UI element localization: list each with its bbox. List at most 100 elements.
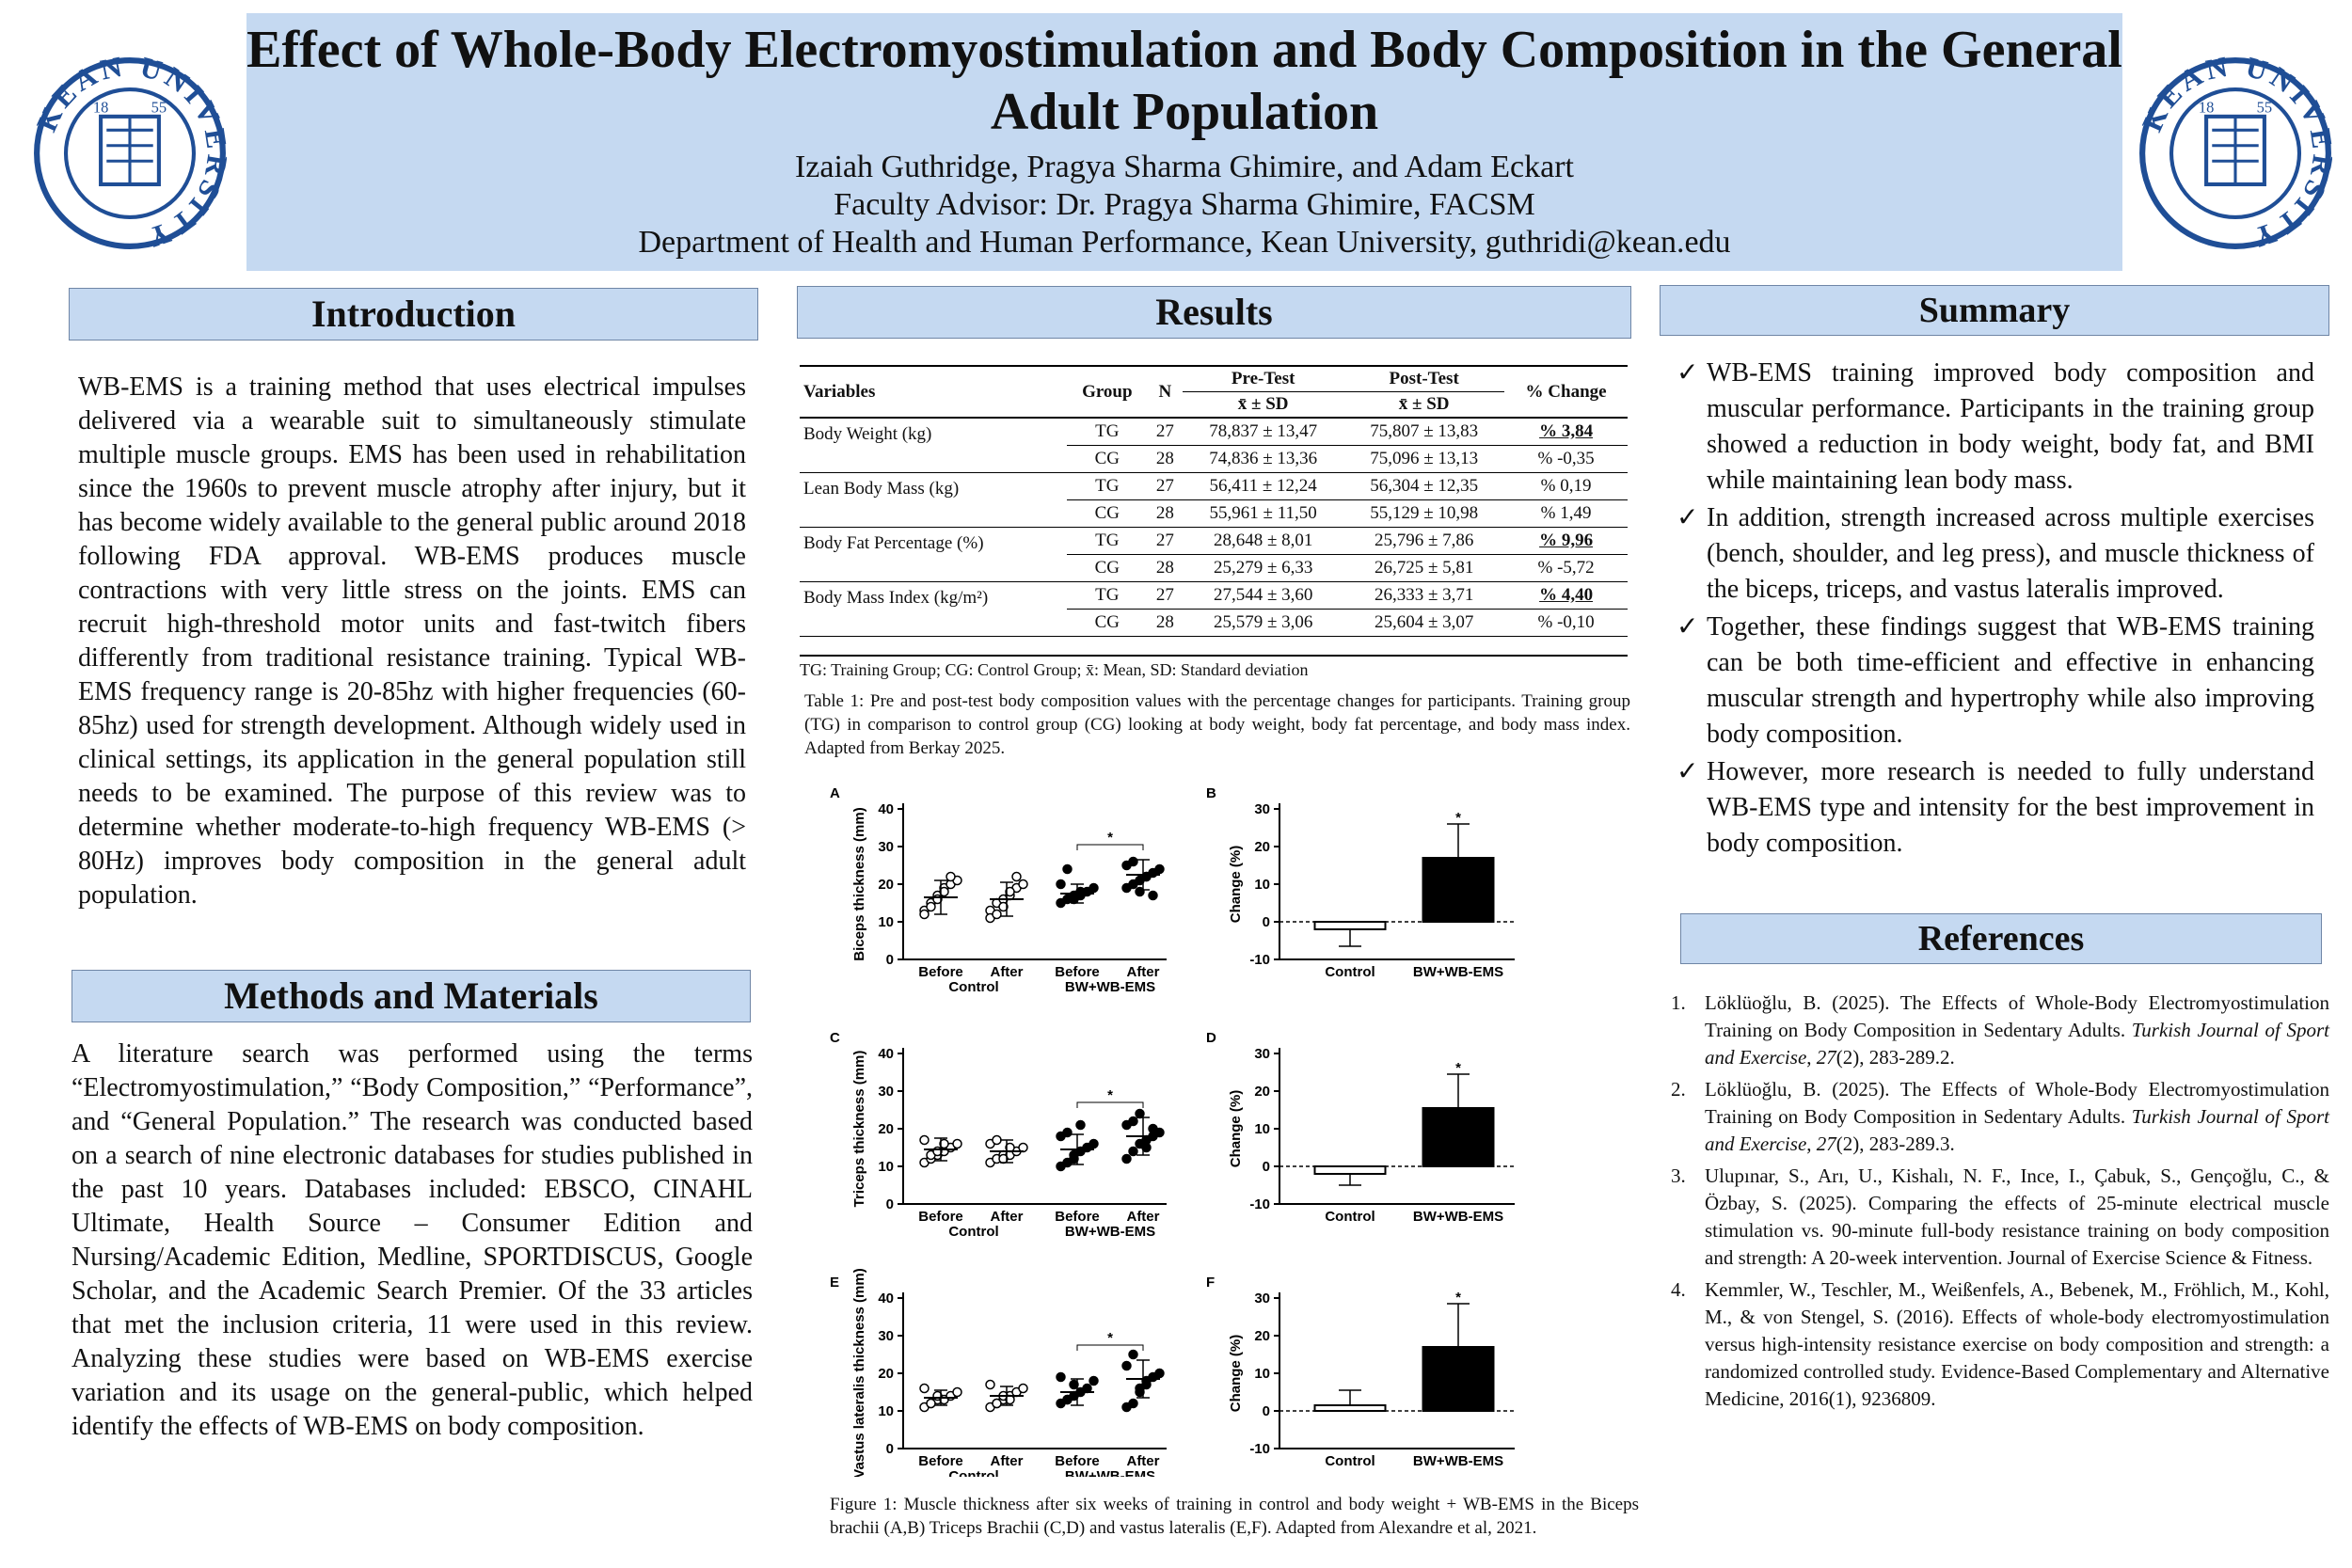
table-row: CG 28 74,836 ± 13,36 75,096 ± 13,13 % -0,35 xyxy=(800,446,1628,473)
cell-change: % 9,96 xyxy=(1504,527,1628,555)
cell-n: 28 xyxy=(1155,612,1174,632)
data-point xyxy=(1005,886,1015,897)
x-tick-label: Before xyxy=(918,964,963,980)
y-tick-label: -10 xyxy=(1249,1441,1270,1457)
reference-text: Turkish Journal of Sport and Exercise xyxy=(1705,1105,2329,1155)
y-tick-label: 10 xyxy=(878,1403,894,1419)
summary-item: ✓ However, more research is needed to ful… xyxy=(1675,754,2314,862)
data-point xyxy=(1018,879,1028,890)
group-label: BW+WB-EMS xyxy=(1065,979,1155,995)
significance-bracket xyxy=(1076,1344,1144,1351)
cell-pre: 27,544 ± 3,60 xyxy=(1183,581,1344,610)
y-tick-label: 20 xyxy=(878,877,894,893)
data-point xyxy=(1056,1371,1066,1383)
y-tick-label: 20 xyxy=(878,1121,894,1137)
table-row: CG 28 25,579 ± 3,06 25,604 ± 3,07 % -0,10 xyxy=(800,610,1628,637)
y-tick-label: 10 xyxy=(1254,1121,1270,1137)
cell-variable xyxy=(800,555,1067,582)
y-tick-label: 20 xyxy=(1254,839,1270,855)
results-table-body: Body Weight (kg) TG 27 78,837 ± 13,47 75,807… xyxy=(800,418,1628,637)
reference-text: , xyxy=(1806,1132,1817,1155)
y-tick-label: 30 xyxy=(1254,801,1270,817)
data-point xyxy=(1075,1119,1086,1131)
y-tick-label: 0 xyxy=(1263,1403,1270,1419)
y-axis-label: Biceps thickness (mm) xyxy=(851,807,867,960)
table-row: Body Weight (kg) TG 27 78,837 ± 13,47 75,807… xyxy=(800,418,1628,446)
chart-panel-d: D -10 0 10 20 30 Change (%) Control BW+WB-EMS * xyxy=(1206,1030,1515,1225)
table-row: Body Mass Index (kg/m²) TG 27 27,544 ± 3,60… xyxy=(800,581,1628,610)
data-point xyxy=(919,1383,930,1394)
checkmark-icon: ✓ xyxy=(1677,503,1699,532)
y-axis-label: Vastus lateralis thickness (mm) xyxy=(851,1268,867,1477)
significance-marker: * xyxy=(1107,830,1113,846)
cell-variable: Body Weight (kg) xyxy=(803,423,932,444)
data-point xyxy=(1056,879,1066,890)
data-point xyxy=(1069,1379,1079,1390)
col-n: N xyxy=(1158,381,1172,402)
author-block: Izaiah Guthridge, Pragya Sharma Ghimire,… xyxy=(246,149,2122,261)
x-tick-label: BW+WB-EMS xyxy=(1413,1209,1503,1225)
cell-variable xyxy=(800,500,1067,528)
chart-panel-a: A 0 10 20 30 40 Biceps thickness (mm) Before Aft… xyxy=(830,785,1167,995)
col-change: % Change xyxy=(1525,381,1607,402)
data-point xyxy=(1062,863,1073,875)
y-tick-label: 20 xyxy=(1254,1084,1270,1100)
reference-number: 3. xyxy=(1671,1164,1686,1187)
chart-panel-e: E 0 10 20 30 40 Vastus lateralis thickness (mm… xyxy=(830,1268,1167,1477)
significance-marker: * xyxy=(1107,1330,1113,1346)
reference-number: 1. xyxy=(1671,991,1686,1014)
data-point xyxy=(1018,1383,1028,1394)
cell-post: 25,604 ± 3,07 xyxy=(1374,612,1474,632)
y-tick-label: 10 xyxy=(878,1159,894,1175)
reference-text: Ulupınar, S., Arı, U., Kishalı, N. F., I… xyxy=(1705,1164,2329,1269)
data-point xyxy=(939,1138,949,1149)
logo-year-right: 55 xyxy=(2257,99,2272,117)
table-row: CG 28 55,961 ± 11,50 55,129 ± 10,98 % 1,49 xyxy=(800,500,1628,528)
post-subheader: x̄ ± SD xyxy=(1398,394,1450,414)
x-tick-label: After xyxy=(990,964,1023,980)
reference-item: 1. Löklüoğlu, B. (2025). The Effects of W… xyxy=(1671,990,2329,1071)
y-axis-label: Change (%) xyxy=(1228,1335,1244,1413)
y-tick-label: 20 xyxy=(1254,1328,1270,1344)
y-tick-label: 0 xyxy=(1263,1159,1270,1175)
poster-title: Effect of Whole-Body Electromyostimulati… xyxy=(246,21,2122,141)
reference-text: 27 xyxy=(1816,1046,1836,1069)
cell-variable: Body Fat Percentage (%) xyxy=(803,532,984,553)
data-point xyxy=(998,901,1009,912)
summary-item-text: Together, these findings suggest that WB… xyxy=(1707,612,2314,749)
panel-letter: A xyxy=(830,785,840,801)
cell-change: % 3,84 xyxy=(1504,418,1628,446)
checkmark-icon: ✓ xyxy=(1677,757,1699,786)
col-pretest: Pre-Test xyxy=(1183,366,1344,392)
x-tick-label: After xyxy=(1126,964,1159,980)
data-point xyxy=(939,886,949,897)
x-tick-label: After xyxy=(1126,1453,1159,1469)
data-point xyxy=(992,1398,1002,1409)
significance-bracket xyxy=(1076,844,1144,850)
authors-line: Izaiah Guthridge, Pragya Sharma Ghimire,… xyxy=(794,150,1574,184)
cell-pre: 55,961 ± 11,50 xyxy=(1209,503,1317,523)
data-point xyxy=(919,909,930,920)
summary-list: ✓ WB-EMS training improved body compositi… xyxy=(1675,356,2314,863)
reference-text: Löklüoğlu, B. (2025). The Effects of Who… xyxy=(1705,991,2329,1041)
group-label: BW+WB-EMS xyxy=(1065,1468,1155,1477)
cell-post: 26,333 ± 3,71 xyxy=(1343,581,1505,610)
checkmark-icon: ✓ xyxy=(1677,358,1699,388)
cell-n: 28 xyxy=(1155,503,1174,523)
cell-change: % -0,35 xyxy=(1537,449,1595,468)
logo-year-left: 18 xyxy=(2199,99,2214,117)
significance-marker: * xyxy=(1107,1087,1113,1103)
y-tick-label: 10 xyxy=(1254,1366,1270,1382)
x-tick-label: Before xyxy=(1055,964,1100,980)
kean-logo-left: KEAN UNIVERSITY 18 55 xyxy=(33,56,227,250)
panel-letter: E xyxy=(830,1275,839,1291)
y-tick-label: 0 xyxy=(886,1196,894,1212)
y-tick-label: 40 xyxy=(878,1046,894,1062)
y-tick-label: 10 xyxy=(878,914,894,930)
bar xyxy=(1422,1346,1495,1412)
figure-caption: Figure 1: Muscle thickness after six wee… xyxy=(830,1495,1639,1538)
data-point xyxy=(1135,1108,1145,1119)
references-list: 1. Löklüoğlu, B. (2025). The Effects of W… xyxy=(1671,990,2329,1418)
y-tick-label: 0 xyxy=(886,1441,894,1457)
data-point xyxy=(1089,1138,1099,1149)
